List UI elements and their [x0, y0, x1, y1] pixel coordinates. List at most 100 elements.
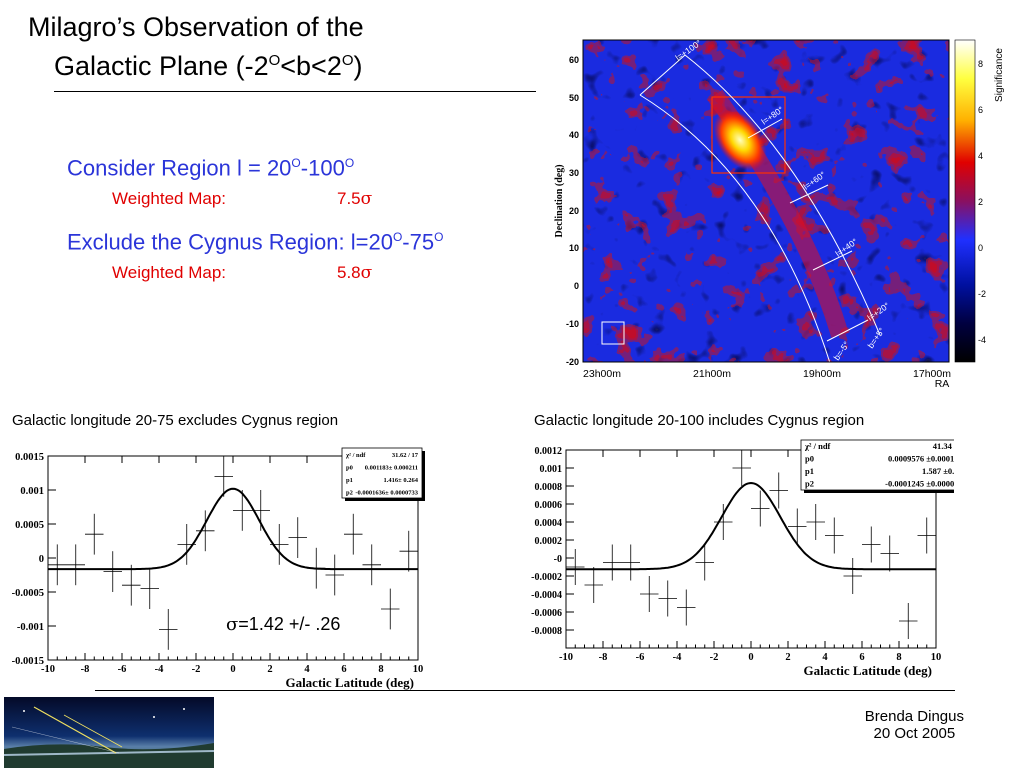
x-tick-label: 2	[267, 664, 272, 675]
data-point	[640, 576, 659, 612]
latitude-plot-excluding-cygnus: -10 -8 -6 -4 -2 0 2 4 6 8 10 0.0015 0.001 0.0005 0 -0.0…	[12, 447, 425, 690]
x-tick-label: -2	[710, 652, 719, 663]
y-tick-label: -0.0008	[531, 626, 562, 637]
data-point	[732, 450, 751, 486]
y-tick-label: -0.0006	[531, 608, 562, 619]
y-tick-label: 0.0005	[15, 520, 44, 531]
title-underline	[54, 91, 536, 92]
data-point	[658, 580, 677, 617]
data-point	[677, 589, 696, 626]
y-tick-label: 0	[39, 554, 44, 565]
x-tick-label: 8	[896, 652, 901, 663]
x-tick-label: 4	[822, 652, 828, 663]
dec-tick-m10: -10	[566, 319, 579, 329]
stats-value: 0.001183± 0.000211	[365, 464, 418, 471]
x-tick-label: 10	[931, 652, 942, 663]
x-tick-label: 0	[230, 664, 235, 675]
x-tick-label: 2	[785, 652, 790, 663]
y-tick-label: -0.0004	[531, 590, 562, 601]
ra-tick-17h: 17h00m	[913, 368, 951, 380]
x-tick-label: -8	[599, 652, 608, 663]
ra-axis-label: RA	[935, 378, 950, 390]
data-point	[48, 544, 67, 586]
x-tick-label: -10	[559, 652, 573, 663]
data-point	[714, 504, 733, 540]
sigma-annotation: σ=1.42 +/- .26	[226, 614, 341, 635]
x-tick-label: -6	[636, 652, 645, 663]
cbar-tick-m2: -2	[978, 289, 986, 299]
y-tick-label: 0.0012	[535, 446, 563, 457]
data-point	[843, 558, 862, 594]
stats-value: 1.416± 0.264	[384, 477, 419, 484]
colorbar-ticks: 8 6 4 2 0 -2 -4	[978, 59, 986, 345]
data-point	[880, 535, 899, 572]
data-point	[85, 513, 104, 555]
data-point	[862, 526, 881, 563]
stats-label: p0	[805, 453, 814, 463]
stats-label: p2	[805, 478, 814, 488]
skymap-yticks: 60 50 40 30 20 10 0 -10 -20	[566, 55, 579, 367]
data-point	[288, 517, 307, 558]
milagro-detector-photo	[4, 697, 214, 768]
data-point	[399, 530, 418, 572]
dec-tick-40: 40	[569, 130, 579, 140]
dec-tick-60: 60	[569, 55, 579, 65]
stats-box	[800, 439, 954, 491]
data-point	[917, 517, 936, 554]
data-point	[695, 544, 714, 581]
y-tick-label: 0.001	[20, 486, 44, 497]
data-point	[122, 564, 141, 606]
y-tick-label: -0	[554, 554, 562, 565]
data-point	[140, 568, 159, 609]
data-point	[584, 567, 603, 603]
data-point	[344, 513, 363, 555]
title-line-2: Galactic Plane (-2O<b<2O)	[54, 51, 363, 81]
x-tick-label: 4	[304, 664, 310, 675]
y-tick-label: 0.0006	[535, 500, 563, 511]
y-tick-label: 0.0004	[535, 518, 563, 529]
skymap-image	[583, 40, 949, 362]
data-point	[159, 609, 178, 650]
x-tick-label: 6	[859, 652, 864, 663]
x-tick-label: 6	[341, 664, 346, 675]
cbar-tick-m4: -4	[978, 335, 986, 345]
y-tick-label: 0.0002	[535, 536, 563, 547]
ra-tick-21h: 21h00m	[693, 368, 731, 380]
data-point	[806, 504, 825, 540]
sub-bullet-weighted-map-2: Weighted Map: 5.8σ	[112, 263, 373, 283]
bullet-list: Consider Region l = 20O-100O Weighted Ma…	[67, 148, 443, 296]
x-tick-label: -8	[81, 664, 90, 675]
x-tick-label: 0	[748, 652, 753, 663]
x-tick-label: -2	[192, 664, 201, 675]
stats-value: -0.0001245 ±0.0000555	[885, 478, 954, 488]
author-name: Brenda Dingus	[864, 708, 964, 725]
stats-value: 41.34 / 17	[933, 441, 954, 451]
stats-label: p0	[346, 464, 353, 471]
data-point	[66, 544, 85, 586]
gaussian-fit-curve	[566, 481, 936, 571]
bullet-consider-region: Consider Region l = 20O-100O	[67, 155, 355, 181]
x-tick-label: -6	[118, 664, 127, 675]
stats-value: 0.0009576 ±0.0001472	[888, 453, 954, 463]
stats-label: p1	[346, 477, 353, 484]
data-point	[214, 456, 233, 497]
data-point	[825, 517, 844, 554]
sky-map-figure: Declination (deg) l=+100° l=+80° l=+60° …	[554, 38, 1005, 390]
x-tick-label: -4	[673, 652, 682, 663]
y-tick-label: -0.0005	[12, 588, 44, 599]
stats-label: χ² / ndf	[345, 452, 366, 459]
footer-rule	[95, 690, 955, 691]
bullet-exclude-cygnus: Exclude the Cygnus Region: l=20O-75O	[67, 229, 444, 255]
dec-tick-50: 50	[569, 93, 579, 103]
latitude-plot-including-cygnus: -10 -8 -6 -4 -2 0 2 4 6 8 10 0.0012 0.001 0.0008 0.000…	[531, 439, 954, 678]
data-point	[103, 551, 122, 592]
cbar-tick-8: 8	[978, 59, 983, 69]
stats-value: -0.0001636± 0.0000733	[355, 489, 418, 496]
x-tick-label: 8	[378, 664, 383, 675]
sub-bullet-weighted-map-1: Weighted Map: 7.5σ	[112, 189, 373, 209]
x-tick-label: 10	[413, 664, 424, 675]
x-tick-label: -10	[41, 664, 55, 675]
stats-value: 1.587 ±0.279	[922, 466, 954, 476]
data-point	[566, 549, 585, 585]
y-tick-label: 0.0008	[535, 482, 563, 493]
